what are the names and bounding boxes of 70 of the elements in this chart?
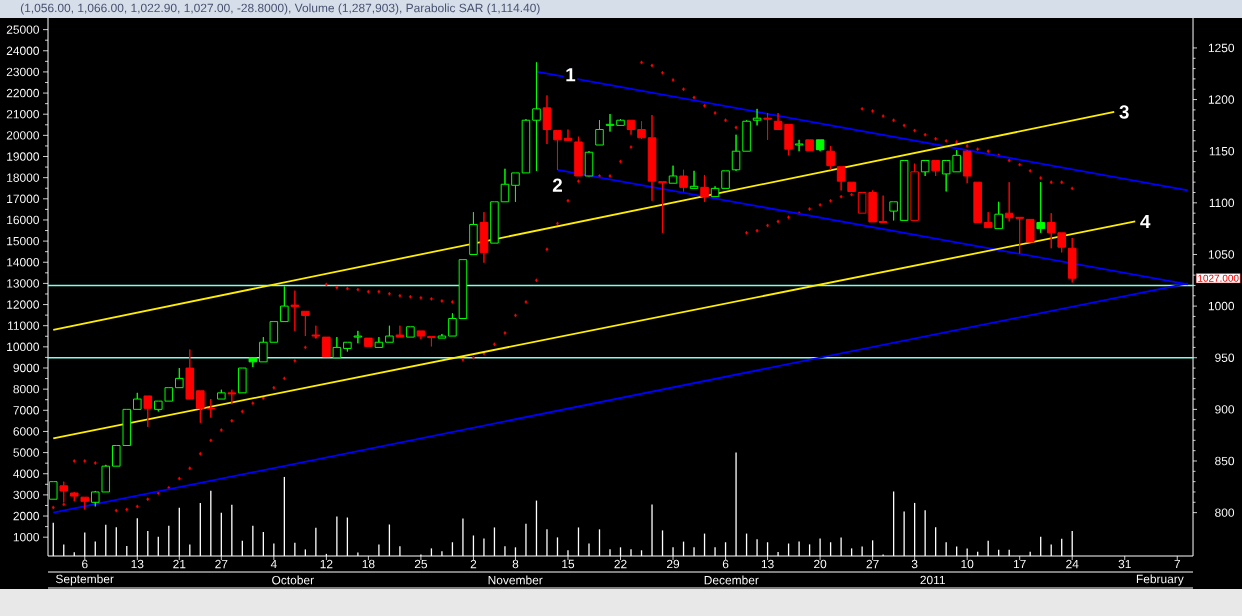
x-tick-label: 27 <box>215 559 228 569</box>
y2-tick-label: 23000 <box>6 67 40 77</box>
y2-tick-label: 1000 <box>13 532 40 542</box>
text: October <box>272 575 314 585</box>
x-tick-label: 24 <box>1066 559 1079 569</box>
y2-tick-label: 7000 <box>13 406 40 415</box>
y2-tick-label: 12000 <box>7 300 40 309</box>
text: 2011 <box>920 575 945 585</box>
y2-tick-label: 21000 <box>6 109 40 119</box>
x-tick-label: 6 <box>82 559 88 569</box>
x-tick-label: 10 <box>961 559 974 569</box>
x-tick-label: 29 <box>666 559 680 569</box>
x-tick-label: 22 <box>614 559 627 569</box>
text: 1027.000 <box>1198 274 1239 282</box>
series-label: 1 <box>566 68 576 82</box>
series-label: 3 <box>1119 105 1129 119</box>
y2-tick-label: 19000 <box>7 152 40 161</box>
y-tick-label: 1150 <box>1209 146 1235 156</box>
y-tick-label: 1200 <box>1208 95 1235 104</box>
y2-tick-label: 25000 <box>6 25 40 34</box>
y-tick-label: 950 <box>1215 353 1235 362</box>
y2-tick-label: 9000 <box>13 363 40 373</box>
y-tick-label: 1250 <box>1208 43 1235 53</box>
x-tick-label: 8 <box>512 559 519 569</box>
y2-tick-label: 14000 <box>7 258 40 267</box>
x-tick-label: 20 <box>814 559 827 569</box>
y-tick-label: 800 <box>1215 508 1235 517</box>
x-tick-label: 2 <box>470 559 477 569</box>
y2-tick-label: 4000 <box>13 469 40 478</box>
y2-tick-label: 15000 <box>7 236 40 246</box>
y2-tick-label: 24000 <box>6 46 40 55</box>
y2-tick-label: 2000 <box>13 511 40 521</box>
text: February <box>1136 574 1184 586</box>
x-tick-label: 7 <box>1174 559 1180 569</box>
y2-tick-label: 6000 <box>13 427 40 436</box>
x-tick-label: 13 <box>131 559 144 569</box>
y2-tick-label: 3000 <box>13 490 40 500</box>
x-tick-label: 12 <box>320 559 333 569</box>
y2-tick-label: 8000 <box>13 384 40 394</box>
series-label: 4 <box>1140 214 1151 228</box>
x-tick-label: 21 <box>173 559 186 569</box>
y2-tick-label: 10000 <box>7 342 40 352</box>
y-tick-label: 900 <box>1215 405 1235 414</box>
series-label: 2 <box>552 178 562 192</box>
y2-tick-label: 20000 <box>6 131 40 140</box>
text: September <box>56 574 114 586</box>
y-tick-label: 1100 <box>1209 198 1235 208</box>
y-tick-label: 850 <box>1215 456 1235 466</box>
text: November <box>488 575 543 585</box>
y2-tick-label: 17000 <box>7 194 40 204</box>
y-tick-label: 1000 <box>1208 301 1235 311</box>
y2-tick-label: 18000 <box>7 173 40 182</box>
x-tick-label: 31 <box>1118 559 1131 569</box>
y-tick-label: 1050 <box>1208 250 1235 259</box>
y2-tick-label: 11000 <box>8 321 40 330</box>
chart-title: (1,056.00, 1,066.00, 1,022.90, 1,027.00, -28.8000), Volume (1,287,903), Parabolic SAR (1,114.40) <box>20 3 540 15</box>
y2-tick-label: 16000 <box>7 215 40 225</box>
x-tick-label: 17 <box>1013 559 1026 569</box>
y2-tick-label: 5000 <box>13 448 40 457</box>
y2-tick-label: 22000 <box>6 88 40 98</box>
x-tick-label: 3 <box>911 559 918 569</box>
text: December <box>704 575 759 585</box>
x-tick-label: 6 <box>722 559 729 569</box>
y2-tick-label: 13000 <box>7 279 40 288</box>
x-tick-label: 27 <box>866 559 879 569</box>
x-tick-label: 15 <box>562 559 575 569</box>
x-tick-label: 18 <box>362 559 375 569</box>
x-tick-label: 25 <box>414 559 428 569</box>
x-tick-label: 4 <box>270 559 277 569</box>
x-tick-label: 13 <box>761 559 774 569</box>
